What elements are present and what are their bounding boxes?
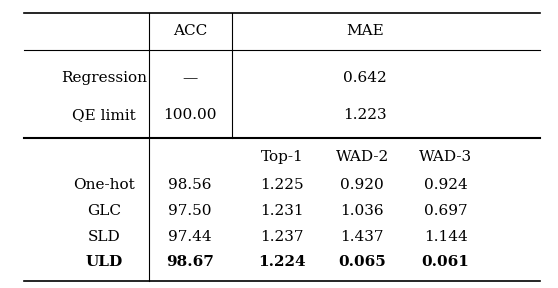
Text: One-hot: One-hot xyxy=(73,178,135,192)
Text: 1.144: 1.144 xyxy=(424,230,468,244)
Text: 97.44: 97.44 xyxy=(169,230,212,244)
Text: 1.036: 1.036 xyxy=(340,204,384,218)
Text: 0.061: 0.061 xyxy=(422,255,469,269)
Text: WAD-2: WAD-2 xyxy=(336,150,389,164)
Text: 1.223: 1.223 xyxy=(343,109,387,122)
Text: 100.00: 100.00 xyxy=(163,109,217,122)
Text: 1.237: 1.237 xyxy=(260,230,304,244)
Text: MAE: MAE xyxy=(346,24,384,38)
Text: 97.50: 97.50 xyxy=(169,204,212,218)
Text: ULD: ULD xyxy=(85,255,123,269)
Text: QE limit: QE limit xyxy=(72,109,136,122)
Text: —: — xyxy=(182,71,198,86)
Text: 1.225: 1.225 xyxy=(260,178,304,192)
Text: Regression: Regression xyxy=(61,71,147,86)
Text: GLC: GLC xyxy=(87,204,121,218)
Text: Top-1: Top-1 xyxy=(261,150,303,164)
Text: WAD-3: WAD-3 xyxy=(419,150,472,164)
Text: 1.231: 1.231 xyxy=(260,204,304,218)
Text: 98.67: 98.67 xyxy=(166,255,214,269)
Text: 1.224: 1.224 xyxy=(258,255,306,269)
Text: 1.437: 1.437 xyxy=(340,230,384,244)
Text: 0.065: 0.065 xyxy=(338,255,386,269)
Text: 98.56: 98.56 xyxy=(169,178,212,192)
Text: SLD: SLD xyxy=(88,230,121,244)
Text: ACC: ACC xyxy=(173,24,207,38)
Text: 0.920: 0.920 xyxy=(340,178,384,192)
Text: 0.642: 0.642 xyxy=(343,71,387,86)
Text: 0.924: 0.924 xyxy=(424,178,468,192)
Text: 0.697: 0.697 xyxy=(424,204,468,218)
